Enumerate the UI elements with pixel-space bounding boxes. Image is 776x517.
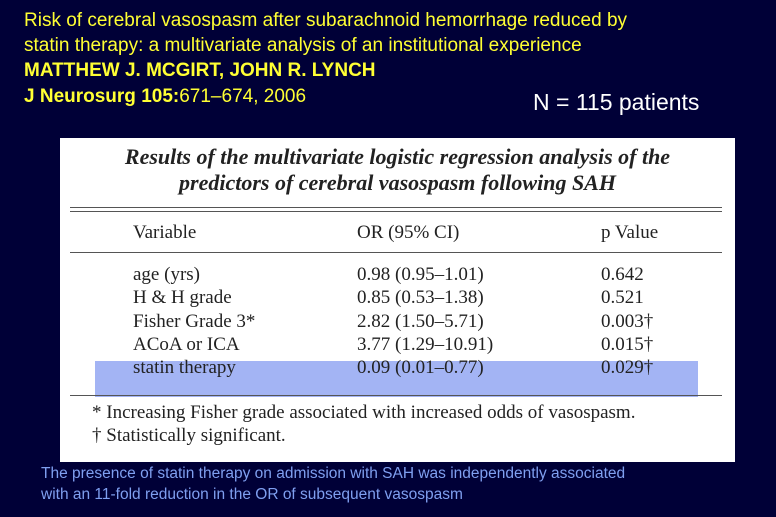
footnote: * Increasing Fisher grade associated wit… [92,402,636,423]
title-line: statin therapy: a multivariate analysis … [24,35,582,56]
rule [70,252,722,253]
rule [70,211,722,212]
conclusion: The presence of statin therapy on admiss… [41,465,626,482]
table-cell: ACoA or ICA [133,333,240,355]
table-cell: 2.82 (1.50–5.71) [357,310,484,332]
column-header: Variable [133,222,197,243]
rule [70,207,722,208]
authors: MATTHEW J. MCGIRT, JOHN R. LYNCH [24,60,376,81]
title-line: Risk of cerebral vasospasm after subarac… [24,10,628,31]
table-cell: 0.09 (0.01–0.77) [357,357,484,379]
column-header: p Value [601,222,659,243]
table-cell: H & H grade [133,287,232,309]
sample-size: N = 115 patients [533,89,700,115]
citation: J Neurosurg 105:671–674, 2006 [24,86,306,108]
highlight [95,361,698,397]
table-cell: 0.015† [601,333,654,355]
table-cell: age (yrs) [133,264,200,285]
table-cell: 0.521 [601,287,644,309]
table-cell: 0.003† [601,310,654,332]
table-cell: Fisher Grade 3* [133,310,256,332]
table-cell: 0.642 [601,264,644,285]
table-caption: Results of the multivariate logistic reg… [124,144,671,169]
conclusion: with an 11-fold reduction in the OR of s… [41,486,463,503]
pages: 671–674, 2006 [179,86,307,107]
table-cell: 0.029† [601,357,654,379]
table-cell: statin therapy [133,357,236,379]
rule [70,395,722,396]
table-panel: Results of the multivariate logistic reg… [60,138,735,462]
column-header: OR (95% CI) [357,222,460,243]
footnote: † Statistically significant. [92,425,286,446]
table-cell: 0.98 (0.95–1.01) [357,264,484,285]
table-cell: 0.85 (0.53–1.38) [357,287,484,309]
journal: J Neurosurg 105: [24,86,180,107]
table-cell: 3.77 (1.29–10.91) [357,333,494,355]
table-caption: predictors of cerebral vasospasm followi… [179,170,616,195]
